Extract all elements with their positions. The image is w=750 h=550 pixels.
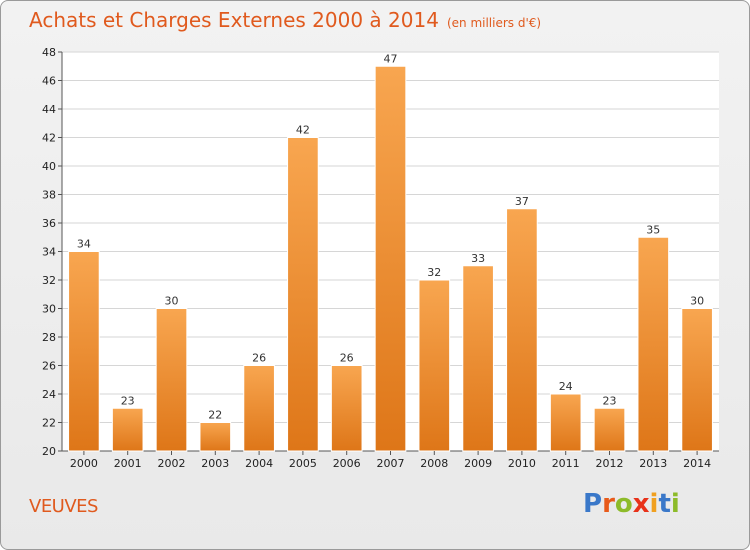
y-tick-label: 42 xyxy=(42,132,56,145)
bar-value-label: 26 xyxy=(252,352,266,365)
bar xyxy=(243,365,275,452)
logo-letter: i xyxy=(670,489,680,519)
logo-letter: P xyxy=(583,489,603,519)
y-tick-label: 36 xyxy=(42,217,56,230)
x-tick-label: 2011 xyxy=(552,457,580,470)
bar-value-label: 30 xyxy=(690,295,704,308)
bar xyxy=(68,251,100,452)
x-tick-label: 2012 xyxy=(596,457,624,470)
bar xyxy=(637,236,670,452)
bar-value-label: 23 xyxy=(121,394,135,407)
x-tick-label: 2003 xyxy=(201,457,229,470)
logo-letter: r xyxy=(602,489,615,519)
bar xyxy=(155,308,188,452)
y-tick-label: 48 xyxy=(42,46,56,59)
y-tick-label: 26 xyxy=(42,360,56,373)
bar xyxy=(418,279,451,452)
chart-unit: (en milliers d'€) xyxy=(446,16,542,30)
x-tick-label: 2008 xyxy=(420,457,448,470)
y-tick-label: 22 xyxy=(42,417,56,430)
x-tick-label: 2004 xyxy=(245,457,273,470)
proxiti-logo: Proxiti xyxy=(583,489,680,519)
bar-value-label: 23 xyxy=(603,394,617,407)
x-tick-label: 2014 xyxy=(683,457,711,470)
bar-value-label: 47 xyxy=(384,52,398,65)
bar-value-label: 34 xyxy=(77,238,91,251)
x-tick-label: 2007 xyxy=(377,457,405,470)
x-tick-label: 2010 xyxy=(508,457,536,470)
place-name: VEUVES xyxy=(29,496,98,517)
bar xyxy=(199,422,232,452)
bar xyxy=(462,265,494,452)
bar-value-label: 26 xyxy=(340,352,354,365)
bar xyxy=(330,365,363,452)
bar-value-label: 33 xyxy=(471,252,485,265)
bar xyxy=(374,65,407,452)
logo-letter: i xyxy=(649,489,659,519)
logo-letter: o xyxy=(614,489,633,519)
x-tick-label: 2005 xyxy=(289,457,317,470)
bar xyxy=(593,407,626,452)
bar-value-label: 32 xyxy=(427,266,441,279)
x-tick-label: 2001 xyxy=(114,457,142,470)
y-tick-label: 28 xyxy=(42,331,56,344)
bar-value-label: 24 xyxy=(559,380,573,393)
y-tick-label: 32 xyxy=(42,274,56,287)
x-tick-label: 2013 xyxy=(639,457,667,470)
chart-title-text: Achats et Charges Externes 2000 à 2014 xyxy=(29,8,439,32)
y-tick-label: 34 xyxy=(42,246,56,259)
bar-value-label: 35 xyxy=(646,223,660,236)
bar xyxy=(681,308,713,452)
y-tick-label: 40 xyxy=(42,160,56,173)
logo-letter: x xyxy=(632,489,650,519)
y-tick-label: 38 xyxy=(42,189,56,202)
x-tick-label: 2002 xyxy=(158,457,186,470)
x-tick-label: 2006 xyxy=(333,457,361,470)
y-tick-label: 30 xyxy=(42,303,56,316)
bar xyxy=(549,393,582,452)
x-tick-label: 2000 xyxy=(70,457,98,470)
y-tick-label: 46 xyxy=(42,75,56,88)
bar xyxy=(287,137,319,452)
bar xyxy=(506,208,538,452)
bar-value-label: 22 xyxy=(208,409,222,422)
bar xyxy=(111,407,144,452)
y-tick-label: 24 xyxy=(42,388,56,401)
x-tick-label: 2009 xyxy=(464,457,492,470)
y-tick-label: 20 xyxy=(42,445,56,458)
logo-letter: t xyxy=(658,489,671,519)
chart-title: Achats et Charges Externes 2000 à 2014 (e… xyxy=(29,8,541,32)
bar-value-label: 30 xyxy=(165,295,179,308)
bar-value-label: 37 xyxy=(515,195,529,208)
bar-value-label: 42 xyxy=(296,124,310,137)
y-tick-label: 44 xyxy=(42,103,56,116)
